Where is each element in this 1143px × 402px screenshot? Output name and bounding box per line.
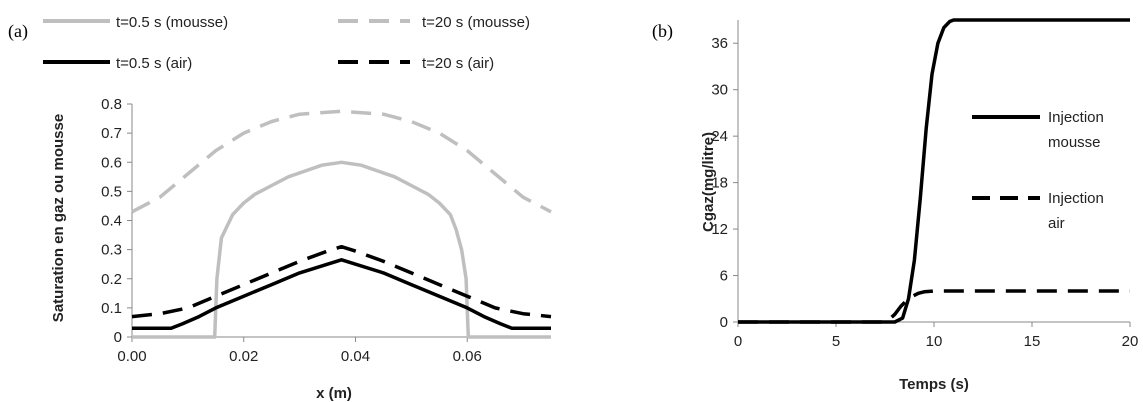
y-tick-label: 12	[711, 221, 728, 238]
legend-label-line1: Injection	[1048, 109, 1104, 126]
legend-label: t=20 s (mousse)	[422, 14, 530, 31]
legend-label-line1: Injection	[1048, 190, 1104, 207]
y-tick-label: 0.3	[101, 242, 122, 259]
plot-area-b: 0 6 12 18 24 30 36 0 5 10 15 20	[711, 18, 1139, 350]
panel-label-b: (b)	[652, 21, 673, 42]
series-line-1	[132, 160, 551, 339]
x-axis-label-a: x (m)	[316, 385, 352, 402]
x-tick-label: 5	[832, 333, 840, 350]
series-line-2	[738, 289, 1130, 324]
x-axis-label-b: Temps (s)	[899, 376, 969, 393]
legend-a: t=0.5 s (mousse) t=20 s (mousse) t=0.5 s…	[43, 14, 530, 72]
legend-b: Injection mousse Injection air	[972, 109, 1104, 232]
y-tick-label: 0.2	[101, 271, 122, 288]
legend-label: t=20 s (air)	[422, 55, 494, 72]
y-tick-label: 0.1	[101, 300, 122, 317]
panel-label-a: (a)	[8, 21, 28, 42]
legend-label-line2: mousse	[1048, 134, 1101, 151]
y-tick-label: 0.8	[101, 96, 122, 113]
y-tick-label: 36	[711, 35, 728, 52]
y-tick-label: 0.6	[101, 154, 122, 171]
series-line-2	[131, 109, 552, 214]
x-tick-label: 0.06	[453, 348, 482, 365]
y-tick-label: 0	[114, 329, 122, 346]
series-line-1	[738, 18, 1130, 324]
chart-panel-a: (a) t=0.5 s (mousse) t=20 s (mousse) t=0…	[8, 14, 552, 402]
legend-item-injection-mousse: Injection mousse	[972, 109, 1104, 151]
x-tick-label: 0	[734, 333, 742, 350]
y-tick-label: 30	[711, 82, 728, 99]
series-line-3	[132, 258, 551, 331]
series-line-4	[131, 244, 552, 319]
x-tick-label: 0.00	[117, 348, 146, 365]
legend-label-line2: air	[1048, 215, 1065, 232]
y-tick-label: 18	[711, 175, 728, 192]
x-tick-label: 0.02	[229, 348, 258, 365]
y-tick-label: 0.5	[101, 183, 122, 200]
y-axis-label-a: Saturation en gaz ou mousse	[50, 114, 67, 322]
legend-item-injection-air: Injection air	[972, 190, 1104, 232]
legend-item-mousse-0-5: t=0.5 s (mousse)	[43, 14, 228, 31]
chart-panel-b: (b) 0 6 12 18 24 30 36 0 5 10 15 20 Injection mouss…	[652, 18, 1139, 393]
y-tick-label: 24	[711, 128, 728, 145]
legend-label: t=0.5 s (mousse)	[116, 14, 228, 31]
x-tick-label: 20	[1122, 333, 1139, 350]
legend-item-air-0-5: t=0.5 s (air)	[43, 55, 192, 72]
y-axis-label-b: Cgaz(mg/litre)	[700, 132, 717, 232]
legend-item-air-20: t=20 s (air)	[338, 55, 494, 72]
x-tick-label: 15	[1024, 333, 1041, 350]
x-tick-label: 0.04	[341, 348, 370, 365]
y-tick-label: 0.7	[101, 125, 122, 142]
y-tick-label: 0	[720, 314, 728, 331]
plot-area-a: 0 0.1 0.2 0.3 0.4 0.5 0.6 0.7 0.8 0.00 0.02 0.04 0.0…	[101, 96, 552, 365]
y-tick-label: 0.4	[101, 213, 122, 230]
legend-label: t=0.5 s (air)	[116, 55, 192, 72]
y-tick-label: 6	[720, 268, 728, 285]
legend-item-mousse-20: t=20 s (mousse)	[338, 14, 530, 31]
x-tick-label: 10	[926, 333, 943, 350]
